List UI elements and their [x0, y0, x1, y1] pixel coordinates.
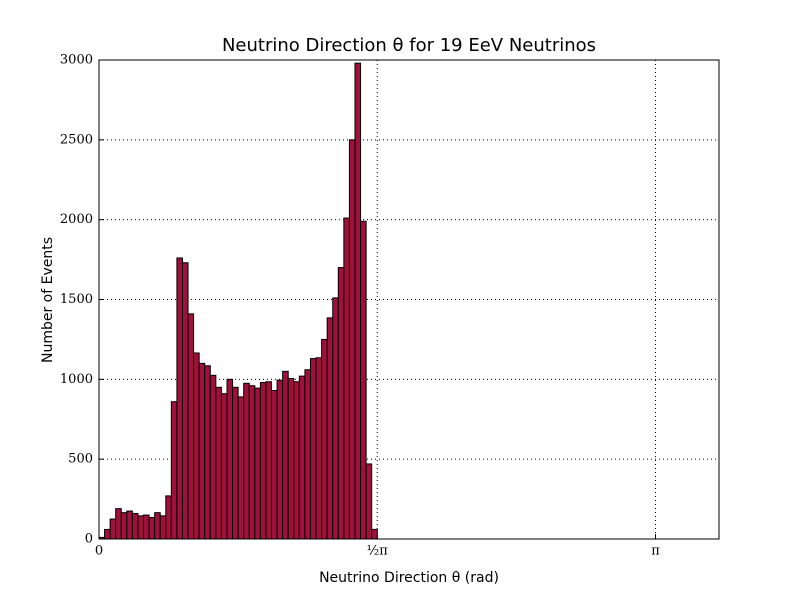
- bar: [204, 365, 211, 540]
- bar: [109, 518, 117, 540]
- y-tick-label: 1000: [60, 372, 93, 387]
- x-tick-label: ½π: [367, 544, 389, 559]
- bar: [371, 528, 378, 540]
- bar: [298, 375, 306, 540]
- bar: [265, 381, 273, 540]
- bar: [354, 62, 362, 540]
- bar: [115, 508, 122, 540]
- y-tick-label: 1500: [60, 292, 93, 307]
- bar: [259, 382, 267, 540]
- x-tick-label: π: [651, 544, 660, 559]
- y-tick-label: 0: [85, 532, 93, 547]
- bar: [237, 396, 245, 540]
- bar: [321, 338, 328, 540]
- bar: [187, 313, 195, 540]
- bar: [326, 317, 334, 540]
- bar: [137, 515, 145, 540]
- bar: [131, 512, 139, 540]
- bar: [170, 401, 178, 540]
- bar: [254, 387, 261, 540]
- bar: [193, 352, 200, 540]
- bar: [154, 512, 161, 540]
- chart-title: Neutrino Direction θ for 19 EeV Neutrino…: [222, 35, 596, 56]
- bar: [276, 379, 284, 540]
- bar: [243, 382, 250, 540]
- bar: [287, 378, 295, 540]
- bar: [348, 139, 356, 540]
- plot-frame: [98, 59, 720, 540]
- bar: [343, 217, 350, 540]
- bar: [126, 510, 133, 540]
- bar: [165, 495, 172, 540]
- y-tick-label: 500: [68, 452, 93, 467]
- y-axis-label: Number of Events: [40, 237, 56, 363]
- y-tick-label: 3000: [60, 53, 93, 68]
- bar: [282, 370, 289, 540]
- bar: [159, 515, 167, 540]
- bar: [209, 374, 217, 540]
- bar: [220, 393, 228, 540]
- bar: [248, 385, 256, 540]
- bar: [148, 516, 156, 540]
- bar: [332, 297, 339, 540]
- x-tick-label: 0: [95, 544, 103, 559]
- x-axis-label: Neutrino Direction θ (rad): [319, 570, 499, 586]
- bar: [215, 386, 222, 540]
- bar: [198, 362, 206, 540]
- bar: [360, 220, 367, 540]
- bar: [337, 267, 345, 540]
- y-tick-label: 2500: [60, 132, 93, 147]
- bar: [304, 369, 311, 540]
- bar: [232, 386, 239, 540]
- bar: [120, 512, 128, 540]
- bar: [181, 262, 189, 540]
- bar: [143, 514, 150, 540]
- bar: [315, 357, 323, 540]
- bar: [226, 378, 234, 540]
- y-tick-label: 2000: [60, 212, 93, 227]
- bar: [104, 528, 111, 540]
- bar: [365, 463, 373, 540]
- bar: [293, 381, 300, 540]
- bar: [309, 358, 317, 540]
- bar: [271, 390, 278, 540]
- bar: [176, 257, 183, 540]
